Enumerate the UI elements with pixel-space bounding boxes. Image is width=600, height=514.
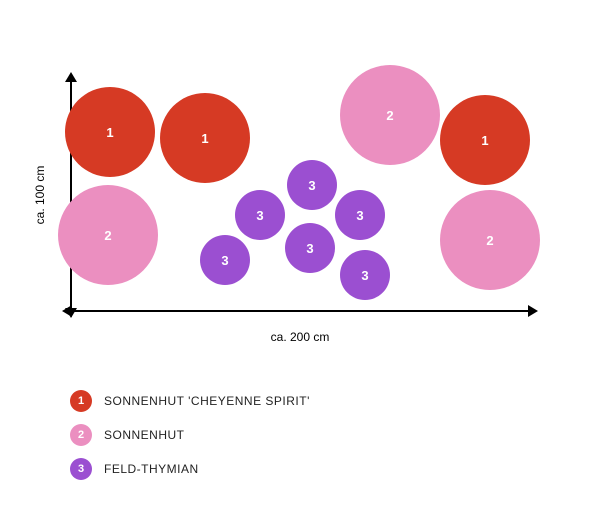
legend-row: 3 FELD-THYMIAN (70, 458, 310, 480)
legend-label: FELD-THYMIAN (104, 462, 199, 476)
plant-circle: 2 (440, 190, 540, 290)
legend-swatch-number: 1 (78, 395, 84, 407)
plant-circle: 1 (440, 95, 530, 185)
plant-circle: 3 (335, 190, 385, 240)
plant-circle: 2 (340, 65, 440, 165)
x-axis-line (70, 310, 530, 312)
plant-number: 3 (361, 268, 368, 283)
y-axis-arrow-up-icon (65, 72, 77, 82)
plant-circle: 3 (340, 250, 390, 300)
plant-number: 2 (104, 228, 111, 243)
y-axis-label: ca. 100 cm (33, 166, 47, 225)
plant-circle: 1 (65, 87, 155, 177)
plant-number: 3 (306, 241, 313, 256)
plant-circle: 3 (287, 160, 337, 210)
legend: 1 SONNENHUT 'CHEYENNE SPIRIT' 2 SONNENHUT 3 F… (70, 390, 310, 492)
plant-circle: 2 (58, 185, 158, 285)
legend-row: 2 SONNENHUT (70, 424, 310, 446)
legend-label: SONNENHUT 'CHEYENNE SPIRIT' (104, 394, 310, 408)
x-axis-label: ca. 200 cm (271, 330, 330, 344)
plant-number: 3 (356, 208, 363, 223)
plant-circle: 3 (235, 190, 285, 240)
legend-swatch: 1 (70, 390, 92, 412)
diagram-stage: ca. 100 cm ca. 200 cm 1 1 2 1 2 2 3 3 3 3 3 3 1 SONN… (0, 0, 600, 514)
x-axis-arrow-left-icon (62, 305, 72, 317)
legend-swatch: 3 (70, 458, 92, 480)
legend-swatch-number: 3 (78, 463, 84, 475)
plant-number: 1 (106, 125, 113, 140)
plant-number: 3 (308, 178, 315, 193)
plant-circle: 3 (285, 223, 335, 273)
legend-label: SONNENHUT (104, 428, 185, 442)
plant-number: 2 (486, 233, 493, 248)
plant-number: 1 (481, 133, 488, 148)
legend-swatch-number: 2 (78, 429, 84, 441)
plant-circle: 3 (200, 235, 250, 285)
plant-number: 2 (386, 108, 393, 123)
plant-number: 3 (256, 208, 263, 223)
plant-number: 1 (201, 131, 208, 146)
x-axis-arrow-right-icon (528, 305, 538, 317)
plant-circle: 1 (160, 93, 250, 183)
legend-row: 1 SONNENHUT 'CHEYENNE SPIRIT' (70, 390, 310, 412)
legend-swatch: 2 (70, 424, 92, 446)
plant-number: 3 (221, 253, 228, 268)
